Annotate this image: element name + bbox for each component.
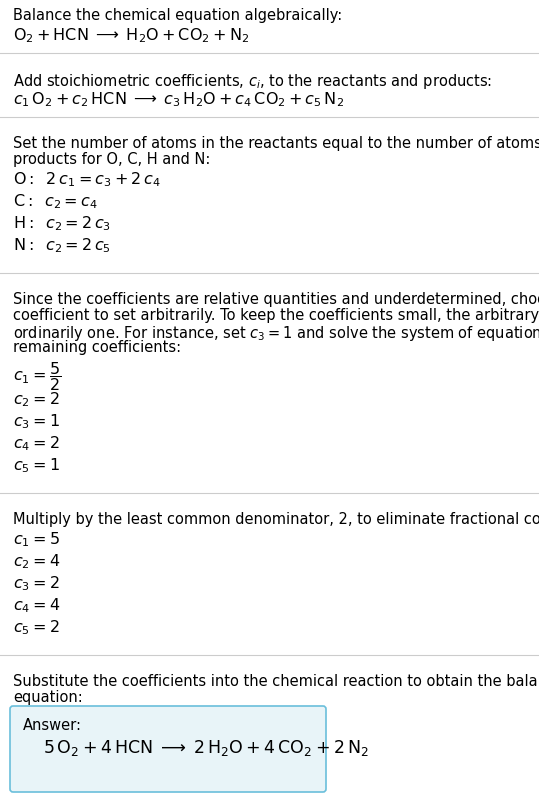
Text: remaining coefficients:: remaining coefficients: bbox=[13, 340, 181, 354]
Text: $\mathrm{O{:}}\;\;  2\,c_1 = c_3 + 2\,c_4$: $\mathrm{O{:}}\;\; 2\,c_1 = c_3 + 2\,c_4… bbox=[13, 169, 161, 188]
Text: Substitute the coefficients into the chemical reaction to obtain the balanced: Substitute the coefficients into the che… bbox=[13, 673, 539, 689]
Text: $c_5 = 1$: $c_5 = 1$ bbox=[13, 456, 60, 474]
Text: $c_1 = \dfrac{5}{2}$: $c_1 = \dfrac{5}{2}$ bbox=[13, 359, 61, 393]
Text: $c_1 = 5$: $c_1 = 5$ bbox=[13, 530, 60, 548]
Text: $\mathrm{N{:}}\;\;  c_2 = 2\,c_5$: $\mathrm{N{:}}\;\; c_2 = 2\,c_5$ bbox=[13, 236, 111, 255]
Text: $c_3 = 1$: $c_3 = 1$ bbox=[13, 411, 60, 430]
Text: $\mathrm{C{:}}\;\;  c_2 = c_4$: $\mathrm{C{:}}\;\; c_2 = c_4$ bbox=[13, 191, 98, 210]
Text: coefficient to set arbitrarily. To keep the coefficients small, the arbitrary va: coefficient to set arbitrarily. To keep … bbox=[13, 307, 539, 323]
Text: products for O, C, H and N:: products for O, C, H and N: bbox=[13, 152, 210, 167]
Text: Balance the chemical equation algebraically:: Balance the chemical equation algebraica… bbox=[13, 8, 342, 23]
Text: Set the number of atoms in the reactants equal to the number of atoms in the: Set the number of atoms in the reactants… bbox=[13, 135, 539, 151]
Text: $\mathrm{O_2 + HCN} \;\longrightarrow\; \mathrm{H_2O + CO_2 + N_2}$: $\mathrm{O_2 + HCN} \;\longrightarrow\; … bbox=[13, 26, 249, 45]
Text: $c_5 = 2$: $c_5 = 2$ bbox=[13, 617, 59, 636]
Text: $\mathrm{H{:}}\;\;  c_2 = 2\,c_3$: $\mathrm{H{:}}\;\; c_2 = 2\,c_3$ bbox=[13, 214, 111, 233]
Text: $5\,\mathrm{O_2} + 4\,\mathrm{HCN} \;\longrightarrow\; 2\,\mathrm{H_2O} + 4\,\ma: $5\,\mathrm{O_2} + 4\,\mathrm{HCN} \;\lo… bbox=[43, 737, 369, 757]
Text: $c_4 = 2$: $c_4 = 2$ bbox=[13, 433, 59, 453]
Text: Add stoichiometric coefficients, $c_i$, to the reactants and products:: Add stoichiometric coefficients, $c_i$, … bbox=[13, 72, 492, 91]
Text: ordinarily one. For instance, set $c_3 = 1$ and solve the system of equations fo: ordinarily one. For instance, set $c_3 =… bbox=[13, 324, 539, 342]
Text: $c_4 = 4$: $c_4 = 4$ bbox=[13, 595, 60, 614]
Text: $c_3 = 2$: $c_3 = 2$ bbox=[13, 573, 59, 592]
Text: Answer:: Answer: bbox=[23, 717, 82, 732]
Text: equation:: equation: bbox=[13, 689, 83, 704]
FancyBboxPatch shape bbox=[10, 706, 326, 792]
Text: $c_2 = 2$: $c_2 = 2$ bbox=[13, 389, 59, 408]
Text: Multiply by the least common denominator, 2, to eliminate fractional coefficient: Multiply by the least common denominator… bbox=[13, 512, 539, 526]
Text: $c_2 = 4$: $c_2 = 4$ bbox=[13, 551, 60, 570]
Text: Since the coefficients are relative quantities and underdetermined, choose a: Since the coefficients are relative quan… bbox=[13, 292, 539, 307]
Text: $c_1\,\mathrm{O_2} + c_2\,\mathrm{HCN} \;\longrightarrow\; c_3\,\mathrm{H_2O} + : $c_1\,\mathrm{O_2} + c_2\,\mathrm{HCN} \… bbox=[13, 90, 344, 109]
